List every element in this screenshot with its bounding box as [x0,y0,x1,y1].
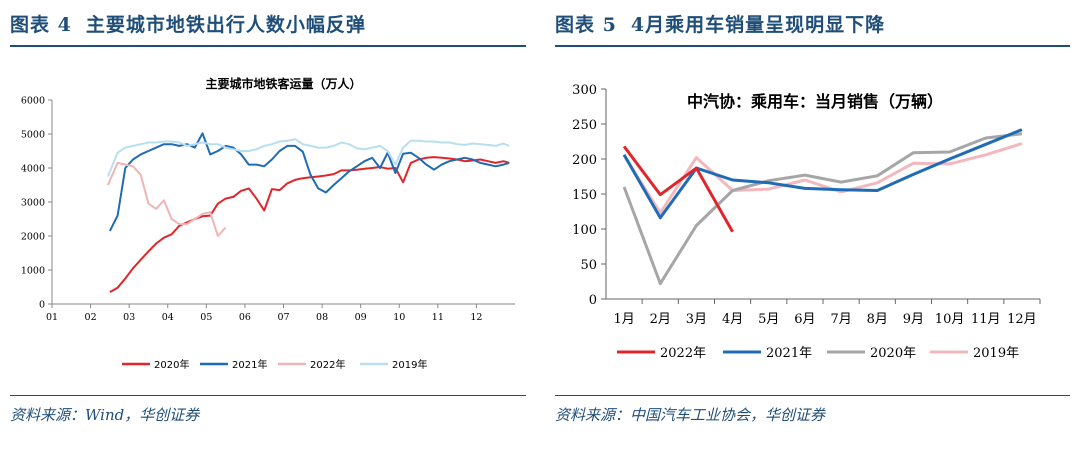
chart1-y-tick-label: 5000 [21,130,45,141]
chart2-y-tick-label: 50 [580,258,597,273]
chart1-x-tick-label: 01 [46,312,58,323]
figure-4-bottom-rule [10,395,526,396]
figure-4-source: 资料来源：Wind，华创证券 [10,406,200,424]
figure-5-label: 图表 5 [555,14,617,36]
chart1-x-tick-label: 12 [470,312,482,323]
chart1-legend-label: 2020年 [154,358,189,371]
chart1-series-2021年 [109,132,510,232]
chart1-x-tick-label: 03 [123,312,135,323]
chart2-legend-label: 2021年 [766,346,812,361]
chart1-y-tick-label: 4000 [21,164,45,175]
chart2-x-tick-label: 6月 [794,312,815,327]
chart1-series-2022年 [106,161,227,237]
chart2-y-tick-label: 300 [572,83,597,98]
figure-4-top-rule [10,45,526,47]
figure-5-bottom-rule [555,395,1070,396]
chart2-title: 中汽协：乘用车：当月销售（万辆） [687,92,943,111]
chart2-series-2022年 [622,145,734,233]
chart2-x-tick-label: 8月 [867,312,888,327]
chart2-legend-label: 2019年 [973,346,1019,361]
chart1-y-tick-label: 0 [39,300,45,311]
chart2-y-tick-label: 0 [589,293,597,308]
chart2-series-2020年 [622,132,1023,286]
figure-5-top-rule [555,45,1070,47]
chart1-series-2020年 [109,156,510,293]
chart1-title: 主要城市地铁客运量（万人） [205,76,361,91]
chart2-x-tick-label: 10月 [935,312,965,327]
figure-5-title-text: 4月乘用车销量呈现明显下降 [630,14,886,36]
figure-5-title: 图表 5 4月乘用车销量呈现明显下降 [555,10,885,37]
chart1-x-tick-label: 10 [393,312,405,323]
chart1-legend-label: 2019年 [392,358,427,371]
chart2-y-tick-label: 200 [572,153,597,168]
chart1-x-tick-label: 08 [316,312,328,323]
chart2-x-tick-label: 12月 [1007,312,1037,327]
chart2-y-tick-label: 100 [572,223,597,238]
chart2-series-2019年 [622,142,1023,215]
chart1-x-tick-label: 04 [162,312,174,323]
chart2-y-tick-label: 250 [572,118,597,133]
chart1-x-tick-label: 06 [239,312,251,323]
chart1-y-tick-label: 6000 [21,96,45,107]
chart1-y-tick-label: 2000 [21,232,45,243]
figure-5-source: 资料来源：中国汽车工业协会，华创证券 [555,406,826,424]
chart1-legend-label: 2021年 [232,358,267,371]
chart1-x-tick-label: 11 [432,312,444,323]
chart2-x-tick-label: 4月 [722,312,743,327]
chart1-y-tick-label: 3000 [21,198,45,209]
chart1-x-tick-label: 02 [85,312,97,323]
chart2-x-tick-label: 1月 [613,312,634,327]
chart2-x-tick-label: 11月 [971,312,1001,327]
chart2-y-tick-label: 150 [572,188,597,203]
chart2-x-tick-label: 2月 [650,312,671,327]
chart2-x-tick-label: 9月 [903,312,924,327]
chart1-x-tick-label: 09 [355,312,367,323]
chart1-series-2019年 [106,138,510,177]
chart2-series-2021年 [622,128,1023,220]
chart1-legend-label: 2022年 [310,358,345,371]
figure-4-label: 图表 4 [10,14,72,36]
chart1-x-tick-label: 07 [277,312,289,323]
chart1-x-tick-label: 05 [200,312,212,323]
figure-4-title-text: 主要城市地铁出行人数小幅反弹 [85,14,366,36]
figure-4-title: 图表 4 主要城市地铁出行人数小幅反弹 [10,10,366,37]
chart2-x-tick-label: 7月 [830,312,851,327]
chart2-x-tick-label: 5月 [758,312,779,327]
chart1-y-tick-label: 1000 [21,266,45,277]
chart2-legend-label: 2020年 [870,346,916,361]
chart2-legend-label: 2022年 [660,346,706,361]
chart2-x-tick-label: 3月 [686,312,707,327]
